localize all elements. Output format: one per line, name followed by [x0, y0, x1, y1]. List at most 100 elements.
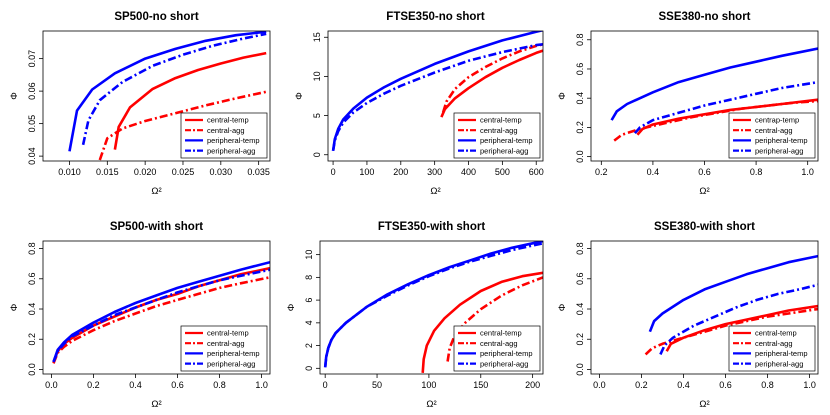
chart-title: FTSE350-with short [378, 221, 486, 233]
chart-panel: FTSE350-with short 0 50 100 150 200 0 2 4 6 8 10 Ω² Φ… [286, 221, 544, 410]
y-tick-label: 8 [304, 275, 314, 280]
y-tick-label: 0.06 [27, 82, 37, 100]
series-line-peripheral-temp [648, 254, 818, 333]
legend-label: peripheral-temp [480, 136, 533, 145]
chart-panel: SSE380-no short 0.2 0.4 0.6 0.8 1.0 0.0 0.2 0.4 0… [557, 11, 819, 197]
legend-label: central-temp [207, 329, 249, 338]
legend: central-tempcentral-aggperipheral-temppe… [453, 325, 541, 372]
y-tick-label: 2 [304, 343, 314, 348]
series-group [323, 241, 543, 373]
series-line-central-agg [98, 90, 267, 161]
x-tick-label: 0.035 [247, 167, 270, 177]
x-tick-label: 0 [323, 380, 328, 390]
y-tick-label: 0.07 [27, 50, 37, 68]
x-tick-label: 0.0 [45, 380, 58, 390]
x-tick-label: 0.2 [595, 167, 608, 177]
legend-label: peripheral-agg [480, 146, 528, 155]
y-tick-label: 0.0 [27, 363, 37, 376]
x-tick-label: 0.8 [761, 380, 774, 390]
legend-label: central-temp [480, 116, 522, 125]
legend-label: peripheral-temp [755, 136, 808, 145]
series-line-peripheral-agg [52, 268, 270, 363]
chart-title: SP500-no short [114, 11, 199, 23]
series-line-central-agg [644, 307, 818, 356]
x-tick-label: 1.0 [801, 167, 814, 177]
x-tick-label: 0.2 [87, 380, 100, 390]
legend-label: peripheral-agg [207, 146, 255, 155]
legend-label: central-agg [755, 126, 793, 135]
x-tick-label: 500 [495, 167, 510, 177]
series-line-central-agg [446, 276, 543, 362]
y-axis-label: Φ [9, 303, 20, 311]
y-tick-label: 10 [312, 71, 322, 81]
x-tick-label: 0.0 [593, 380, 606, 390]
y-tick-label: 0.4 [27, 303, 37, 316]
x-tick-label: 0.025 [172, 167, 195, 177]
y-axis-label: Φ [557, 92, 568, 100]
legend-label: central-agg [207, 126, 245, 135]
series-group [68, 31, 267, 161]
x-tick-label: 200 [525, 380, 540, 390]
series-group [52, 260, 270, 364]
x-tick-label: 0.8 [750, 167, 763, 177]
x-tick-label: 0.015 [96, 167, 119, 177]
y-tick-label: 15 [312, 32, 322, 42]
series-line-central-agg [52, 276, 270, 364]
legend-label: peripheral-temp [207, 136, 260, 145]
series-line-central-temp [665, 304, 818, 352]
legend-label: peripheral-temp [207, 349, 260, 358]
y-axis-label: Φ [294, 92, 305, 100]
x-tick-label: 0 [331, 167, 336, 177]
y-tick-label: 0.04 [27, 147, 37, 165]
x-tick-label: 0.8 [213, 380, 226, 390]
legend-label: central-agg [755, 339, 793, 348]
series-line-central-temp [421, 271, 543, 373]
chart-panel: FTSE350-no short 0 100 200 300 400 500 600 0 5 10 1… [294, 11, 544, 197]
y-tick-label: 0.6 [575, 63, 585, 76]
x-tick-label: 600 [529, 167, 544, 177]
legend-label: central-temp [480, 329, 522, 338]
series-line-central-agg [613, 99, 818, 142]
x-tick-label: 0.6 [698, 167, 711, 177]
legend-label: peripheral-temp [480, 349, 533, 358]
legend: centrap-tempcentral-aggperipheral-temppe… [728, 112, 816, 159]
chart-panel: SSE380-with short 0.0 0.2 0.4 0.6 0.8 1.0 0.0 0.… [557, 221, 819, 410]
series-line-peripheral-agg [81, 32, 267, 146]
x-tick-label: 0.4 [677, 380, 690, 390]
legend-label: peripheral-agg [480, 359, 528, 368]
chart-panel: SP500-no short 0.010 0.015 0.020 0.025 0.030 0… [9, 11, 271, 197]
x-tick-label: 1.0 [255, 380, 268, 390]
chart-panel: SP500-with short 0.0 0.2 0.4 0.6 0.8 1.0 0.0 0.2… [9, 221, 271, 410]
y-tick-label: 0.8 [575, 34, 585, 47]
chart-title: SP500-with short [110, 221, 203, 233]
y-tick-label: 0.2 [575, 333, 585, 346]
y-tick-label: 4 [304, 320, 314, 325]
x-tick-label: 0.2 [635, 380, 648, 390]
y-tick-label: 0.0 [575, 150, 585, 163]
x-axis-label: Ω² [151, 399, 161, 410]
plot-frame [319, 240, 544, 375]
x-tick-label: 0.010 [58, 167, 81, 177]
x-tick-label: 0.4 [129, 380, 142, 390]
legend-label: central-agg [480, 339, 518, 348]
legend: central-tempcentral-aggperipheral-temppe… [728, 325, 816, 372]
y-tick-label: 0 [312, 152, 322, 157]
x-tick-label: 0.4 [647, 167, 660, 177]
x-tick-label: 100 [359, 167, 374, 177]
legend-label: peripheral-temp [755, 349, 808, 358]
y-axis-label: Φ [9, 92, 20, 100]
plot-frame [327, 30, 544, 162]
x-tick-label: 50 [372, 380, 382, 390]
x-tick-label: 400 [461, 167, 476, 177]
series-line-peripheral-agg [323, 242, 543, 368]
series-line-peripheral-temp [610, 47, 818, 121]
legend-label: central-temp [207, 116, 249, 125]
legend: central-tempcentral-aggperipheral-temppe… [180, 325, 268, 372]
series-line-central-temp [113, 51, 267, 150]
x-tick-label: 1.0 [803, 380, 816, 390]
x-axis-label: Ω² [426, 399, 436, 410]
legend-label: peripheral-agg [755, 146, 803, 155]
legend-label: peripheral-agg [207, 359, 255, 368]
chart-title: FTSE350-no short [386, 11, 485, 23]
